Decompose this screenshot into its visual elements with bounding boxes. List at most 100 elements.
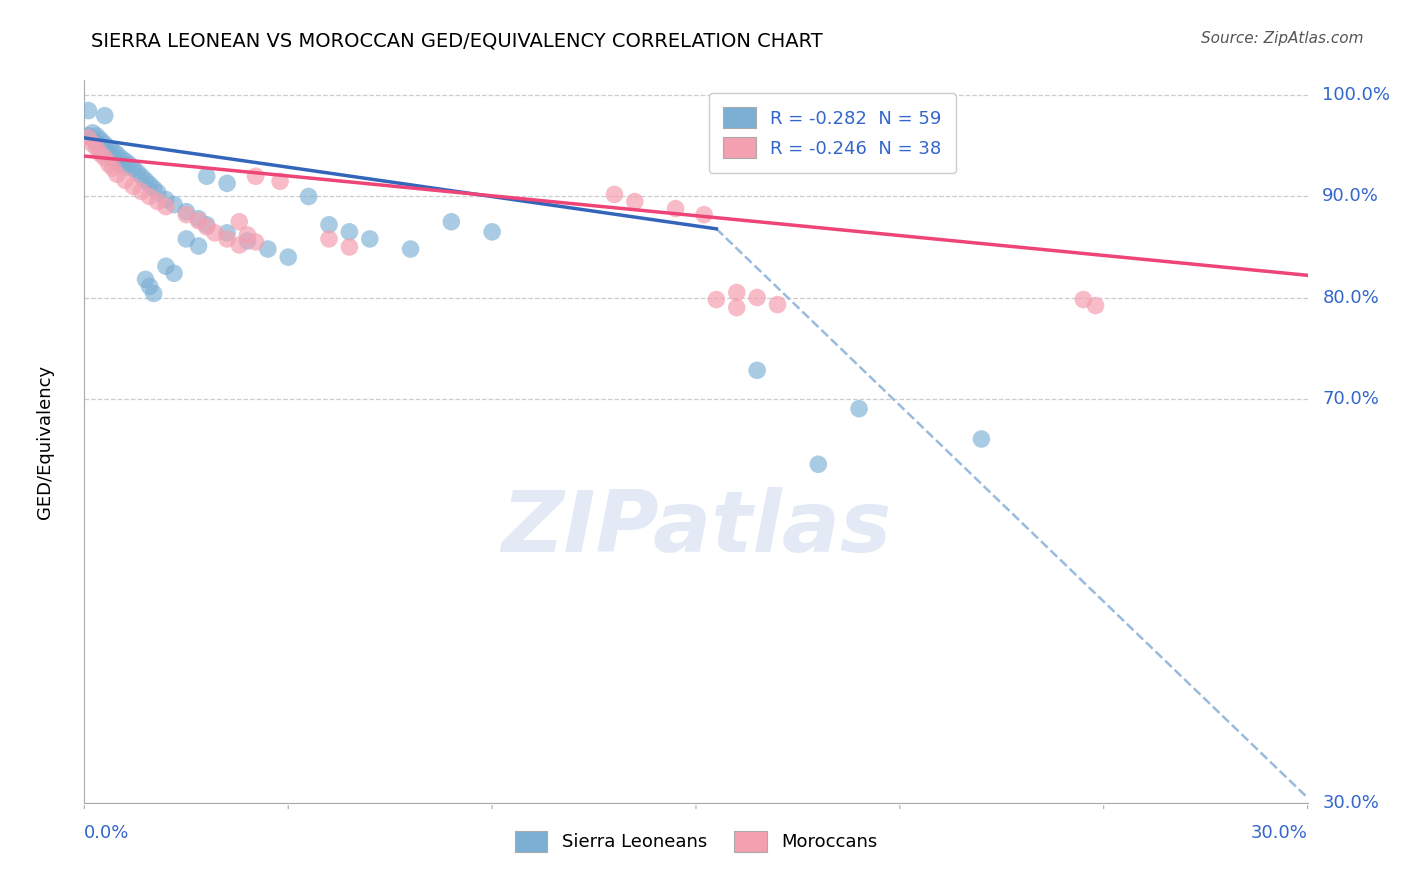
Point — [399, 242, 422, 256]
Point — [174, 208, 197, 222]
Point — [245, 235, 267, 249]
Point — [135, 173, 157, 187]
Point — [665, 202, 688, 216]
Point — [725, 285, 748, 300]
Point — [110, 151, 132, 165]
Point — [747, 291, 769, 305]
Point — [236, 227, 259, 242]
Point — [97, 147, 120, 161]
Point — [318, 218, 340, 232]
Point — [118, 157, 141, 171]
Point — [131, 185, 153, 199]
Point — [163, 266, 186, 280]
Point — [693, 208, 716, 222]
Point — [90, 147, 112, 161]
Point — [217, 232, 239, 246]
Point — [90, 133, 112, 147]
Point — [86, 141, 108, 155]
Legend: Sierra Leoneans, Moroccans: Sierra Leoneans, Moroccans — [508, 823, 884, 859]
Point — [217, 226, 239, 240]
Point — [228, 215, 250, 229]
Point — [105, 147, 128, 161]
Text: 80.0%: 80.0% — [1322, 288, 1379, 307]
Point — [195, 218, 218, 232]
Point — [90, 139, 112, 153]
Point — [105, 167, 128, 181]
Point — [163, 197, 186, 211]
Point — [257, 242, 280, 256]
Point — [138, 178, 160, 192]
Point — [90, 145, 112, 159]
Point — [93, 136, 115, 151]
Text: SIERRA LEONEAN VS MOROCCAN GED/EQUIVALENCY CORRELATION CHART: SIERRA LEONEAN VS MOROCCAN GED/EQUIVALEN… — [91, 31, 823, 50]
Point — [174, 204, 197, 219]
Point — [86, 136, 108, 150]
Point — [1084, 299, 1107, 313]
Point — [195, 169, 218, 184]
Point — [481, 225, 503, 239]
Text: 90.0%: 90.0% — [1322, 187, 1379, 205]
Point — [624, 194, 647, 209]
Point — [82, 136, 104, 151]
Point — [93, 109, 115, 123]
Point — [970, 432, 993, 446]
Point — [155, 200, 177, 214]
Point — [848, 401, 870, 416]
Point — [318, 232, 340, 246]
Point — [187, 213, 209, 227]
Point — [195, 219, 218, 234]
Point — [155, 193, 177, 207]
Point — [142, 181, 165, 195]
Text: ZIPatlas: ZIPatlas — [501, 487, 891, 570]
Point — [114, 173, 136, 187]
Point — [146, 194, 169, 209]
Point — [97, 141, 120, 155]
Point — [174, 232, 197, 246]
Point — [82, 132, 104, 146]
Point — [114, 160, 136, 174]
Point — [807, 457, 830, 471]
Point — [725, 301, 748, 315]
Point — [101, 151, 124, 165]
Point — [93, 151, 115, 165]
Point — [138, 279, 160, 293]
Point — [101, 144, 124, 158]
Point — [131, 169, 153, 184]
Point — [245, 169, 267, 184]
Point — [97, 157, 120, 171]
Point — [122, 179, 145, 194]
Point — [142, 286, 165, 301]
Point — [359, 232, 381, 246]
Point — [110, 157, 132, 171]
Point — [766, 297, 789, 311]
Point — [269, 174, 291, 188]
Point — [127, 165, 149, 179]
Point — [122, 161, 145, 176]
Point — [105, 154, 128, 169]
Point — [82, 126, 104, 140]
Text: GED/Equivalency: GED/Equivalency — [37, 365, 55, 518]
Text: 0.0%: 0.0% — [84, 824, 129, 842]
Point — [747, 363, 769, 377]
Point — [86, 128, 108, 143]
Point — [603, 187, 626, 202]
Point — [77, 103, 100, 118]
Point — [77, 131, 100, 145]
Point — [93, 143, 115, 157]
Point — [187, 211, 209, 226]
Point — [155, 259, 177, 273]
Text: 100.0%: 100.0% — [1322, 87, 1391, 104]
Text: 30.0%: 30.0% — [1322, 794, 1379, 812]
Point — [114, 154, 136, 169]
Point — [440, 215, 463, 229]
Point — [146, 186, 169, 200]
Point — [236, 234, 259, 248]
Point — [339, 225, 361, 239]
Point — [706, 293, 728, 307]
Point — [1073, 293, 1095, 307]
Point — [339, 240, 361, 254]
Text: 30.0%: 30.0% — [1251, 824, 1308, 842]
Point — [77, 128, 100, 143]
Point — [204, 226, 226, 240]
Point — [187, 239, 209, 253]
